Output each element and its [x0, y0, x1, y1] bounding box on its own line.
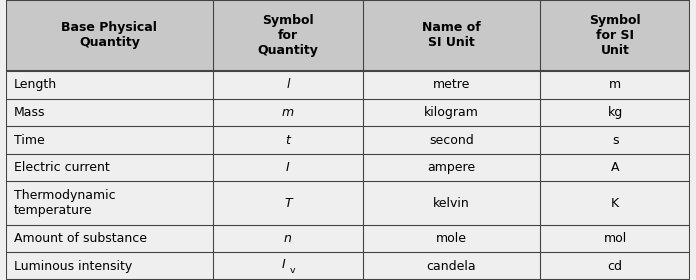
Text: mol: mol — [603, 232, 627, 245]
Bar — [6, 99, 690, 126]
Bar — [6, 0, 690, 71]
Text: metre: metre — [433, 78, 470, 91]
Text: I: I — [282, 258, 286, 271]
Text: t: t — [285, 134, 290, 146]
Text: Base Physical
Quantity: Base Physical Quantity — [61, 22, 157, 50]
Text: Electric current: Electric current — [14, 161, 109, 174]
Text: Luminous intensity: Luminous intensity — [14, 260, 132, 273]
Text: l: l — [286, 78, 290, 91]
Text: s: s — [612, 134, 619, 146]
Text: T: T — [284, 197, 292, 210]
Bar — [6, 71, 690, 99]
Text: n: n — [284, 232, 292, 245]
Text: mole: mole — [436, 232, 467, 245]
Text: Length: Length — [14, 78, 57, 91]
Text: Symbol
for
Quantity: Symbol for Quantity — [258, 14, 318, 57]
Text: candela: candela — [427, 260, 476, 273]
Text: kelvin: kelvin — [433, 197, 470, 210]
Text: Name of
SI Unit: Name of SI Unit — [422, 22, 481, 50]
Text: Thermodynamic
temperature: Thermodynamic temperature — [14, 189, 116, 217]
Text: m: m — [609, 78, 622, 91]
Text: m: m — [282, 106, 294, 119]
Bar — [6, 225, 690, 252]
Bar — [6, 252, 690, 280]
Text: Amount of substance: Amount of substance — [14, 232, 147, 245]
Text: Time: Time — [14, 134, 45, 146]
Text: second: second — [429, 134, 474, 146]
Text: kilogram: kilogram — [424, 106, 479, 119]
Bar — [6, 126, 690, 154]
Bar — [6, 181, 690, 225]
Text: Symbol
for SI
Unit: Symbol for SI Unit — [590, 14, 641, 57]
Text: cd: cd — [608, 260, 623, 273]
Text: I: I — [286, 161, 290, 174]
Text: A: A — [611, 161, 619, 174]
Text: kg: kg — [608, 106, 623, 119]
Text: v: v — [290, 266, 295, 275]
Text: Mass: Mass — [14, 106, 45, 119]
Bar — [6, 154, 690, 181]
Text: ampere: ampere — [427, 161, 475, 174]
Text: K: K — [611, 197, 619, 210]
